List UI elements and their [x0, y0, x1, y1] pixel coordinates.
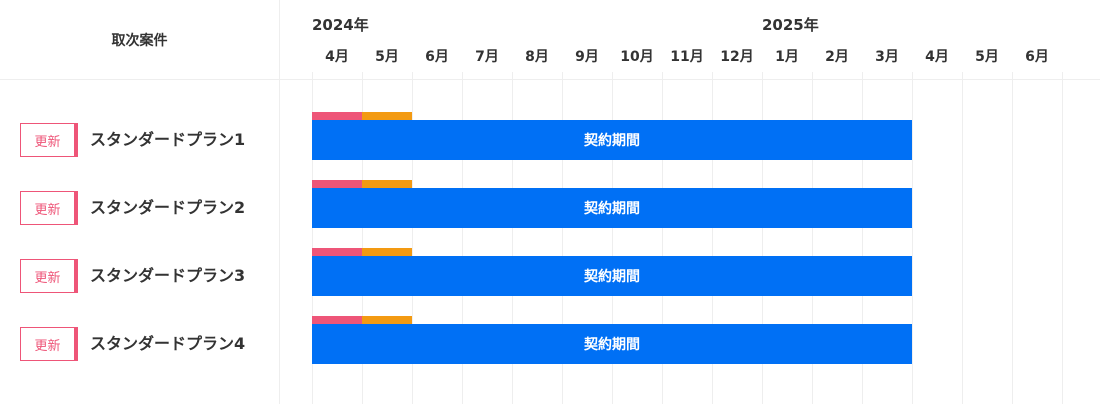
phase-strip-1 [312, 316, 362, 324]
phase-strip-2 [362, 112, 412, 120]
status-badge: 更新 [20, 327, 78, 361]
contract-period-bar[interactable]: 契約期間 [312, 188, 912, 228]
status-badge: 更新 [20, 259, 78, 293]
plan-name[interactable]: スタンダードプラン4 [90, 334, 246, 353]
plan-name[interactable]: スタンダードプラン3 [90, 266, 246, 285]
grid-line [1062, 72, 1063, 404]
month-label: 10月 [620, 49, 654, 65]
plan-name[interactable]: スタンダードプラン1 [90, 130, 246, 149]
month-label: 11月 [670, 49, 704, 65]
grid-line [462, 72, 463, 404]
phase-strip-1 [312, 180, 362, 188]
status-badge: 更新 [20, 123, 78, 157]
grid-line [962, 72, 963, 404]
grid-line [912, 72, 913, 404]
month-label: 2月 [825, 49, 849, 65]
status-badge: 更新 [20, 191, 78, 225]
month-label: 7月 [475, 49, 499, 65]
grid-line [662, 72, 663, 404]
month-label: 3月 [875, 49, 899, 65]
contract-period-bar[interactable]: 契約期間 [312, 120, 912, 160]
month-label: 8月 [525, 49, 549, 65]
contract-period-bar[interactable]: 契約期間 [312, 256, 912, 296]
month-label: 4月 [925, 49, 949, 65]
contract-period-bar[interactable]: 契約期間 [312, 324, 912, 364]
month-label: 6月 [425, 49, 449, 65]
header-divider [0, 79, 1100, 80]
phase-strip-2 [362, 316, 412, 324]
year-label: 2025年 [762, 16, 819, 34]
grid-line [412, 72, 413, 404]
grid-line [562, 72, 563, 404]
month-label: 1月 [775, 49, 799, 65]
phase-strip-1 [312, 248, 362, 256]
month-label: 5月 [975, 49, 999, 65]
column-divider [279, 0, 280, 404]
phase-strip-1 [312, 112, 362, 120]
grid-line [862, 72, 863, 404]
year-label: 2024年 [312, 16, 369, 34]
grid-line [812, 72, 813, 404]
month-label: 9月 [575, 49, 599, 65]
grid-line [1012, 72, 1013, 404]
month-label: 5月 [375, 49, 399, 65]
month-label: 12月 [720, 49, 754, 65]
grid-line [312, 72, 313, 404]
grid-line [762, 72, 763, 404]
phase-strip-2 [362, 248, 412, 256]
grid-line [362, 72, 363, 404]
grid-line [612, 72, 613, 404]
plan-name[interactable]: スタンダードプラン2 [90, 198, 246, 217]
month-label: 6月 [1025, 49, 1049, 65]
column-header: 取次案件 [111, 33, 168, 49]
phase-strip-2 [362, 180, 412, 188]
month-label: 4月 [325, 49, 349, 65]
grid-line [512, 72, 513, 404]
grid-line [712, 72, 713, 404]
